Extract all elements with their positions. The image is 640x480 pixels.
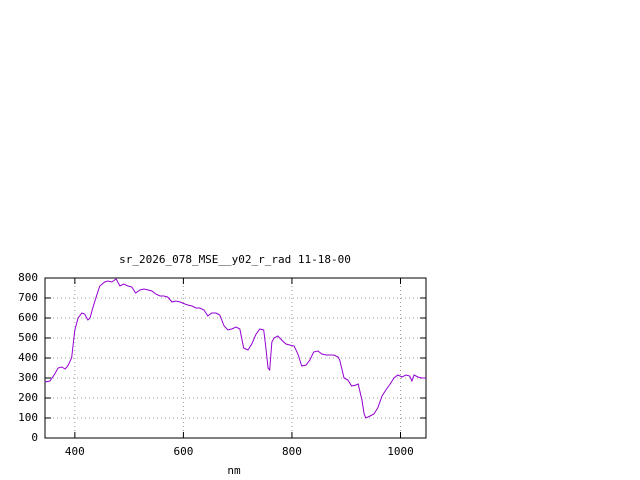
data-line [44,278,426,419]
x-tick-label: 800 [282,445,302,458]
x-axis-label: nm [227,464,241,477]
y-tick-label: 200 [18,391,38,404]
y-tick-label: 400 [18,351,38,364]
y-tick-label: 600 [18,311,38,324]
y-tick-label: 0 [31,431,38,444]
x-tick-label: 600 [173,445,193,458]
x-tick-label: 1000 [387,445,414,458]
x-tick-label: 400 [65,445,85,458]
chart-title: sr_2026_078_MSE__y02_r_rad 11-18-00 [119,253,351,266]
y-tick-label: 500 [18,331,38,344]
y-tick-label: 300 [18,371,38,384]
y-tick-label: 800 [18,271,38,284]
y-tick-label: 100 [18,411,38,424]
plot-border [44,277,427,439]
y-tick-label: 700 [18,291,38,304]
